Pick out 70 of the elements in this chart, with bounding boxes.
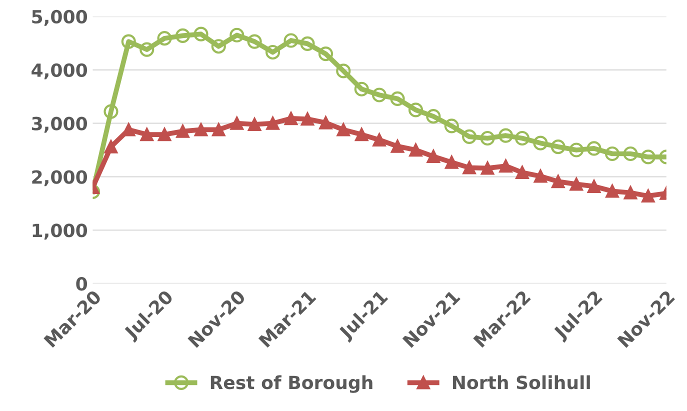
point xyxy=(445,156,458,169)
point xyxy=(624,186,638,200)
point xyxy=(606,184,619,198)
y-tick-label: 2,000 xyxy=(32,170,88,186)
point xyxy=(409,143,422,157)
point xyxy=(604,146,620,162)
legend-label: North Solihull xyxy=(453,375,590,390)
y-tick-label: 4,000 xyxy=(32,63,88,80)
point xyxy=(514,130,530,146)
point xyxy=(462,129,477,144)
point xyxy=(552,174,565,188)
point xyxy=(194,26,208,42)
point xyxy=(248,118,262,131)
point xyxy=(211,39,226,54)
point xyxy=(140,42,154,57)
point xyxy=(319,116,332,130)
point xyxy=(408,102,424,118)
point xyxy=(533,136,548,150)
point xyxy=(158,128,172,142)
point xyxy=(426,109,441,124)
point xyxy=(157,31,172,46)
point xyxy=(266,116,280,130)
point xyxy=(300,36,315,51)
point xyxy=(372,88,387,102)
point xyxy=(104,104,118,119)
point xyxy=(640,150,656,164)
point xyxy=(642,189,655,203)
point xyxy=(104,140,118,154)
point xyxy=(176,124,190,138)
point xyxy=(586,141,602,156)
point xyxy=(390,140,404,153)
point xyxy=(499,159,512,173)
point xyxy=(140,128,154,142)
point xyxy=(194,123,208,136)
point xyxy=(284,112,298,126)
point xyxy=(300,112,314,126)
y-tick-label: 3,000 xyxy=(32,116,88,133)
point xyxy=(587,180,601,193)
point xyxy=(354,82,369,96)
point xyxy=(372,133,386,146)
point xyxy=(534,170,548,183)
point xyxy=(122,123,136,136)
legend-label: Rest of Borough xyxy=(210,375,372,393)
point xyxy=(247,34,262,49)
point xyxy=(336,64,351,78)
point xyxy=(390,91,405,106)
point xyxy=(462,161,476,174)
point xyxy=(516,166,529,180)
point xyxy=(623,146,638,162)
point xyxy=(550,140,566,154)
point xyxy=(318,46,334,62)
point xyxy=(480,162,494,175)
point xyxy=(284,33,298,48)
point xyxy=(121,34,136,49)
y-tick-label: 0 xyxy=(76,277,88,291)
point xyxy=(175,28,190,43)
point xyxy=(569,142,584,158)
point xyxy=(265,44,280,60)
point xyxy=(498,128,514,143)
point xyxy=(480,130,495,146)
point xyxy=(426,150,440,164)
point xyxy=(230,28,244,42)
point xyxy=(570,178,583,191)
point xyxy=(212,123,226,136)
point xyxy=(355,128,368,142)
y-tick-label: 5,000 xyxy=(32,10,88,26)
point xyxy=(444,118,459,134)
point xyxy=(230,116,244,130)
y-tick-label: 1,000 xyxy=(32,224,88,240)
point xyxy=(336,123,350,136)
